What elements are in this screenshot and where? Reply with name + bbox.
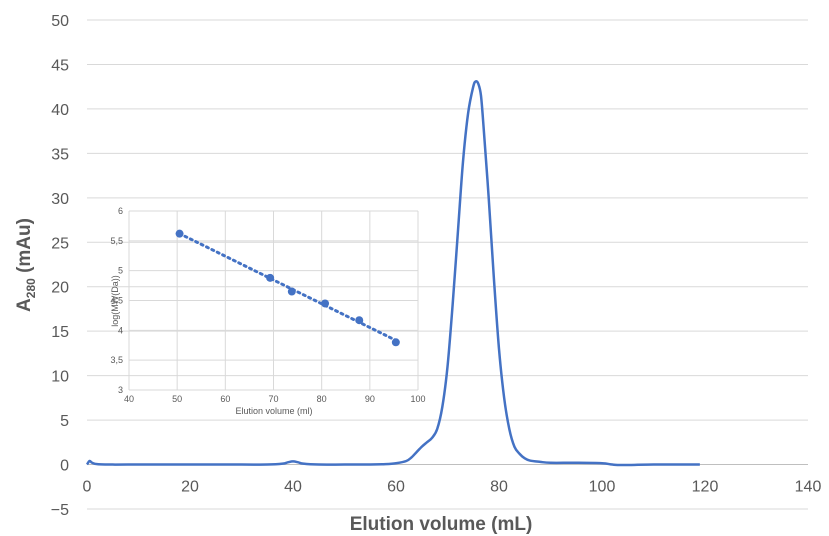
main-y-tick-label: 5 [60, 413, 69, 430]
inset-y-axis-title: log(MW(Da)) [110, 275, 120, 327]
main-y-tick-labels: −5 0 5 10 15 20 25 30 35 40 45 50 [51, 13, 69, 519]
inset-y-tick-labels: 3 3,5 4 4,5 5 5,5 6 [110, 206, 123, 395]
main-gridlines [87, 19, 808, 510]
main-x-tick-label: 140 [795, 479, 822, 496]
main-y-tick-label: 20 [51, 280, 69, 297]
main-y-tick-label: 35 [51, 146, 69, 163]
y-axis-title-subscript: 280 [24, 278, 38, 298]
inset-y-tick-label: 4,5 [110, 296, 123, 306]
inset-y-tick-label: 5 [118, 266, 123, 276]
inset-y-tick-label: 5,5 [110, 236, 123, 246]
inset-data-point [355, 316, 364, 325]
inset-data-point [391, 338, 400, 347]
inset-data-point [287, 287, 296, 296]
main-y-tick-label: 15 [51, 324, 69, 341]
inset-gridlines [128, 210, 419, 391]
main-y-tick-label: 10 [51, 369, 69, 386]
main-x-tick-labels: 0 20 40 60 80 100 120 140 [83, 479, 822, 496]
main-x-tick-label: 0 [83, 479, 92, 496]
calibration-inset-chart: 3 3,5 4 4,5 5 5,5 6 40 50 60 70 80 90 100 log(MW(Da)… [110, 206, 426, 416]
inset-data-point [321, 299, 330, 308]
main-y-axis-title: A280 (mAu) [14, 218, 38, 312]
main-y-tick-label: 25 [51, 235, 69, 252]
y-axis-title-suffix: (mAu) [14, 218, 35, 278]
inset-data-point [266, 273, 275, 282]
inset-x-tick-label: 80 [317, 394, 327, 404]
inset-x-tick-label: 90 [365, 394, 375, 404]
inset-y-tick-label: 3 [118, 385, 123, 395]
inset-y-tick-label: 6 [118, 206, 123, 216]
inset-x-axis-title: Elution volume (ml) [235, 406, 312, 416]
chromatogram-series-line [85, 79, 700, 467]
inset-y-tick-label: 4 [118, 325, 123, 335]
main-y-tick-label: 30 [51, 191, 69, 208]
inset-x-tick-labels: 40 50 60 70 80 90 100 [124, 394, 426, 404]
main-x-tick-label: 20 [181, 479, 199, 496]
main-y-tick-label: 50 [51, 13, 69, 30]
main-y-tick-label: 45 [51, 57, 69, 74]
y-axis-title-main: A [14, 298, 35, 312]
main-y-tick-label: −5 [51, 502, 69, 519]
main-x-axis-title: Elution volume (mL) [350, 514, 533, 535]
main-x-tick-label: 40 [284, 479, 302, 496]
inset-y-tick-label: 3,5 [110, 355, 123, 365]
main-y-tick-label: 40 [51, 102, 69, 119]
inset-x-tick-label: 40 [124, 394, 134, 404]
main-y-tick-label: 0 [60, 458, 69, 475]
inset-x-tick-label: 70 [268, 394, 278, 404]
main-x-tick-label: 60 [387, 479, 405, 496]
inset-x-tick-label: 60 [220, 394, 230, 404]
inset-x-tick-label: 100 [410, 394, 425, 404]
main-x-tick-label: 80 [490, 479, 508, 496]
main-x-tick-label: 120 [692, 479, 719, 496]
main-x-tick-label: 100 [589, 479, 616, 496]
inset-data-point [175, 229, 184, 238]
inset-x-tick-label: 50 [172, 394, 182, 404]
inset-points [175, 229, 400, 347]
